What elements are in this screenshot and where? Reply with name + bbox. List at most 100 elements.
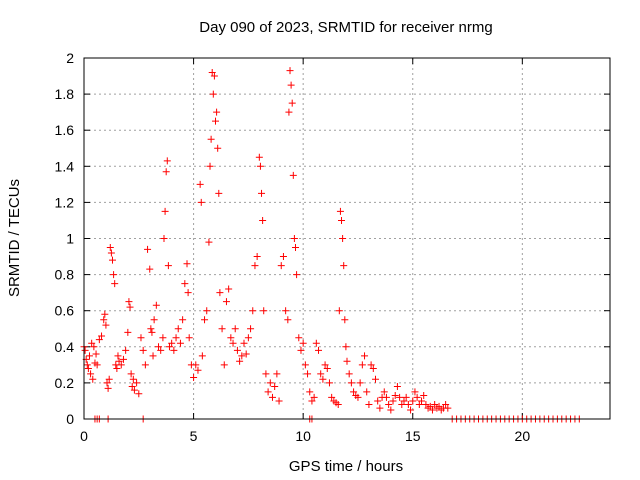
data-point bbox=[174, 325, 182, 333]
x-tick-label: 0 bbox=[80, 428, 88, 444]
data-point bbox=[84, 364, 92, 372]
data-point bbox=[144, 245, 152, 253]
data-point bbox=[111, 280, 119, 288]
data-point bbox=[155, 343, 163, 351]
data-point bbox=[367, 361, 375, 369]
data-point bbox=[160, 235, 168, 242]
y-tick-label: 1.6 bbox=[55, 122, 75, 138]
y-tick-label: 1.4 bbox=[55, 158, 75, 174]
data-point bbox=[164, 262, 172, 270]
data-point bbox=[315, 346, 323, 354]
x-tick-label: 20 bbox=[515, 428, 531, 444]
data-point bbox=[304, 370, 312, 378]
data-point bbox=[361, 352, 369, 360]
data-point bbox=[122, 346, 130, 354]
data-point bbox=[108, 256, 116, 264]
data-point bbox=[85, 352, 93, 360]
data-point bbox=[124, 328, 132, 336]
data-point bbox=[363, 388, 371, 396]
data-point bbox=[103, 379, 111, 387]
data-point bbox=[271, 383, 279, 391]
data-point bbox=[130, 386, 138, 394]
data-point bbox=[115, 357, 123, 365]
data-point bbox=[435, 402, 443, 410]
data-point bbox=[341, 316, 349, 324]
data-point bbox=[236, 357, 244, 365]
x-axis-label: GPS time / hours bbox=[289, 458, 403, 475]
data-point bbox=[396, 393, 404, 401]
data-point bbox=[389, 397, 397, 405]
data-point bbox=[325, 379, 333, 387]
data-point bbox=[356, 379, 364, 387]
data-point bbox=[409, 397, 417, 405]
data-point bbox=[264, 388, 272, 396]
data-point bbox=[342, 343, 350, 351]
data-point bbox=[87, 370, 95, 378]
y-tick-label: 1.8 bbox=[55, 86, 75, 102]
data-point bbox=[110, 271, 118, 279]
data-point bbox=[89, 375, 97, 383]
data-point bbox=[301, 361, 309, 369]
data-point bbox=[229, 339, 237, 347]
axis-ticks: 00.20.40.60.811.21.41.61.820 5 10 15 20 bbox=[55, 50, 610, 444]
data-point bbox=[345, 370, 353, 378]
data-point bbox=[227, 334, 235, 342]
data-point bbox=[181, 280, 189, 288]
grid bbox=[84, 58, 610, 419]
data-point bbox=[371, 375, 379, 383]
data-point bbox=[420, 392, 428, 400]
y-tick-label: 0.4 bbox=[55, 339, 75, 355]
data-point bbox=[365, 401, 373, 409]
data-point bbox=[369, 364, 377, 372]
data-point bbox=[380, 388, 388, 396]
data-point bbox=[95, 336, 103, 344]
data-point bbox=[282, 307, 290, 315]
data-point bbox=[415, 401, 423, 409]
data-point bbox=[215, 189, 223, 197]
data-point bbox=[259, 216, 267, 224]
data-point bbox=[218, 325, 226, 333]
data-point bbox=[222, 298, 230, 306]
y-tick-label: 1.2 bbox=[55, 194, 75, 210]
data-point bbox=[256, 162, 264, 170]
data-point bbox=[214, 144, 222, 152]
data-point bbox=[442, 401, 450, 409]
data-point bbox=[141, 361, 149, 369]
data-point bbox=[308, 397, 316, 405]
data-point bbox=[126, 303, 134, 311]
data-point bbox=[88, 339, 96, 347]
data-point bbox=[328, 393, 336, 401]
data-point bbox=[233, 346, 241, 354]
y-axis-label: SRMTID / TECUs bbox=[6, 179, 23, 297]
data-point bbox=[255, 153, 263, 161]
data-point bbox=[291, 244, 299, 252]
data-point bbox=[231, 325, 239, 333]
data-point bbox=[165, 343, 173, 351]
data-point bbox=[418, 397, 426, 405]
data-point bbox=[310, 393, 318, 401]
data-point bbox=[149, 352, 157, 360]
data-point bbox=[354, 393, 362, 401]
data-point bbox=[426, 402, 434, 410]
data-point bbox=[176, 339, 184, 347]
data-point bbox=[213, 108, 221, 116]
data-point bbox=[295, 334, 303, 342]
data-point bbox=[266, 379, 274, 387]
data-point bbox=[336, 207, 344, 215]
data-point bbox=[113, 364, 121, 372]
data-point bbox=[277, 262, 285, 270]
data-point bbox=[107, 249, 115, 257]
data-point bbox=[117, 361, 125, 369]
data-point bbox=[102, 321, 110, 329]
data-points bbox=[80, 67, 583, 423]
data-point bbox=[90, 343, 98, 351]
data-point bbox=[374, 397, 382, 405]
data-point bbox=[161, 207, 169, 215]
data-point bbox=[168, 339, 176, 347]
data-point bbox=[148, 328, 156, 336]
data-point bbox=[125, 298, 133, 306]
data-point bbox=[404, 401, 412, 409]
data-point bbox=[159, 334, 167, 342]
data-point bbox=[279, 253, 287, 261]
data-point bbox=[147, 325, 155, 333]
